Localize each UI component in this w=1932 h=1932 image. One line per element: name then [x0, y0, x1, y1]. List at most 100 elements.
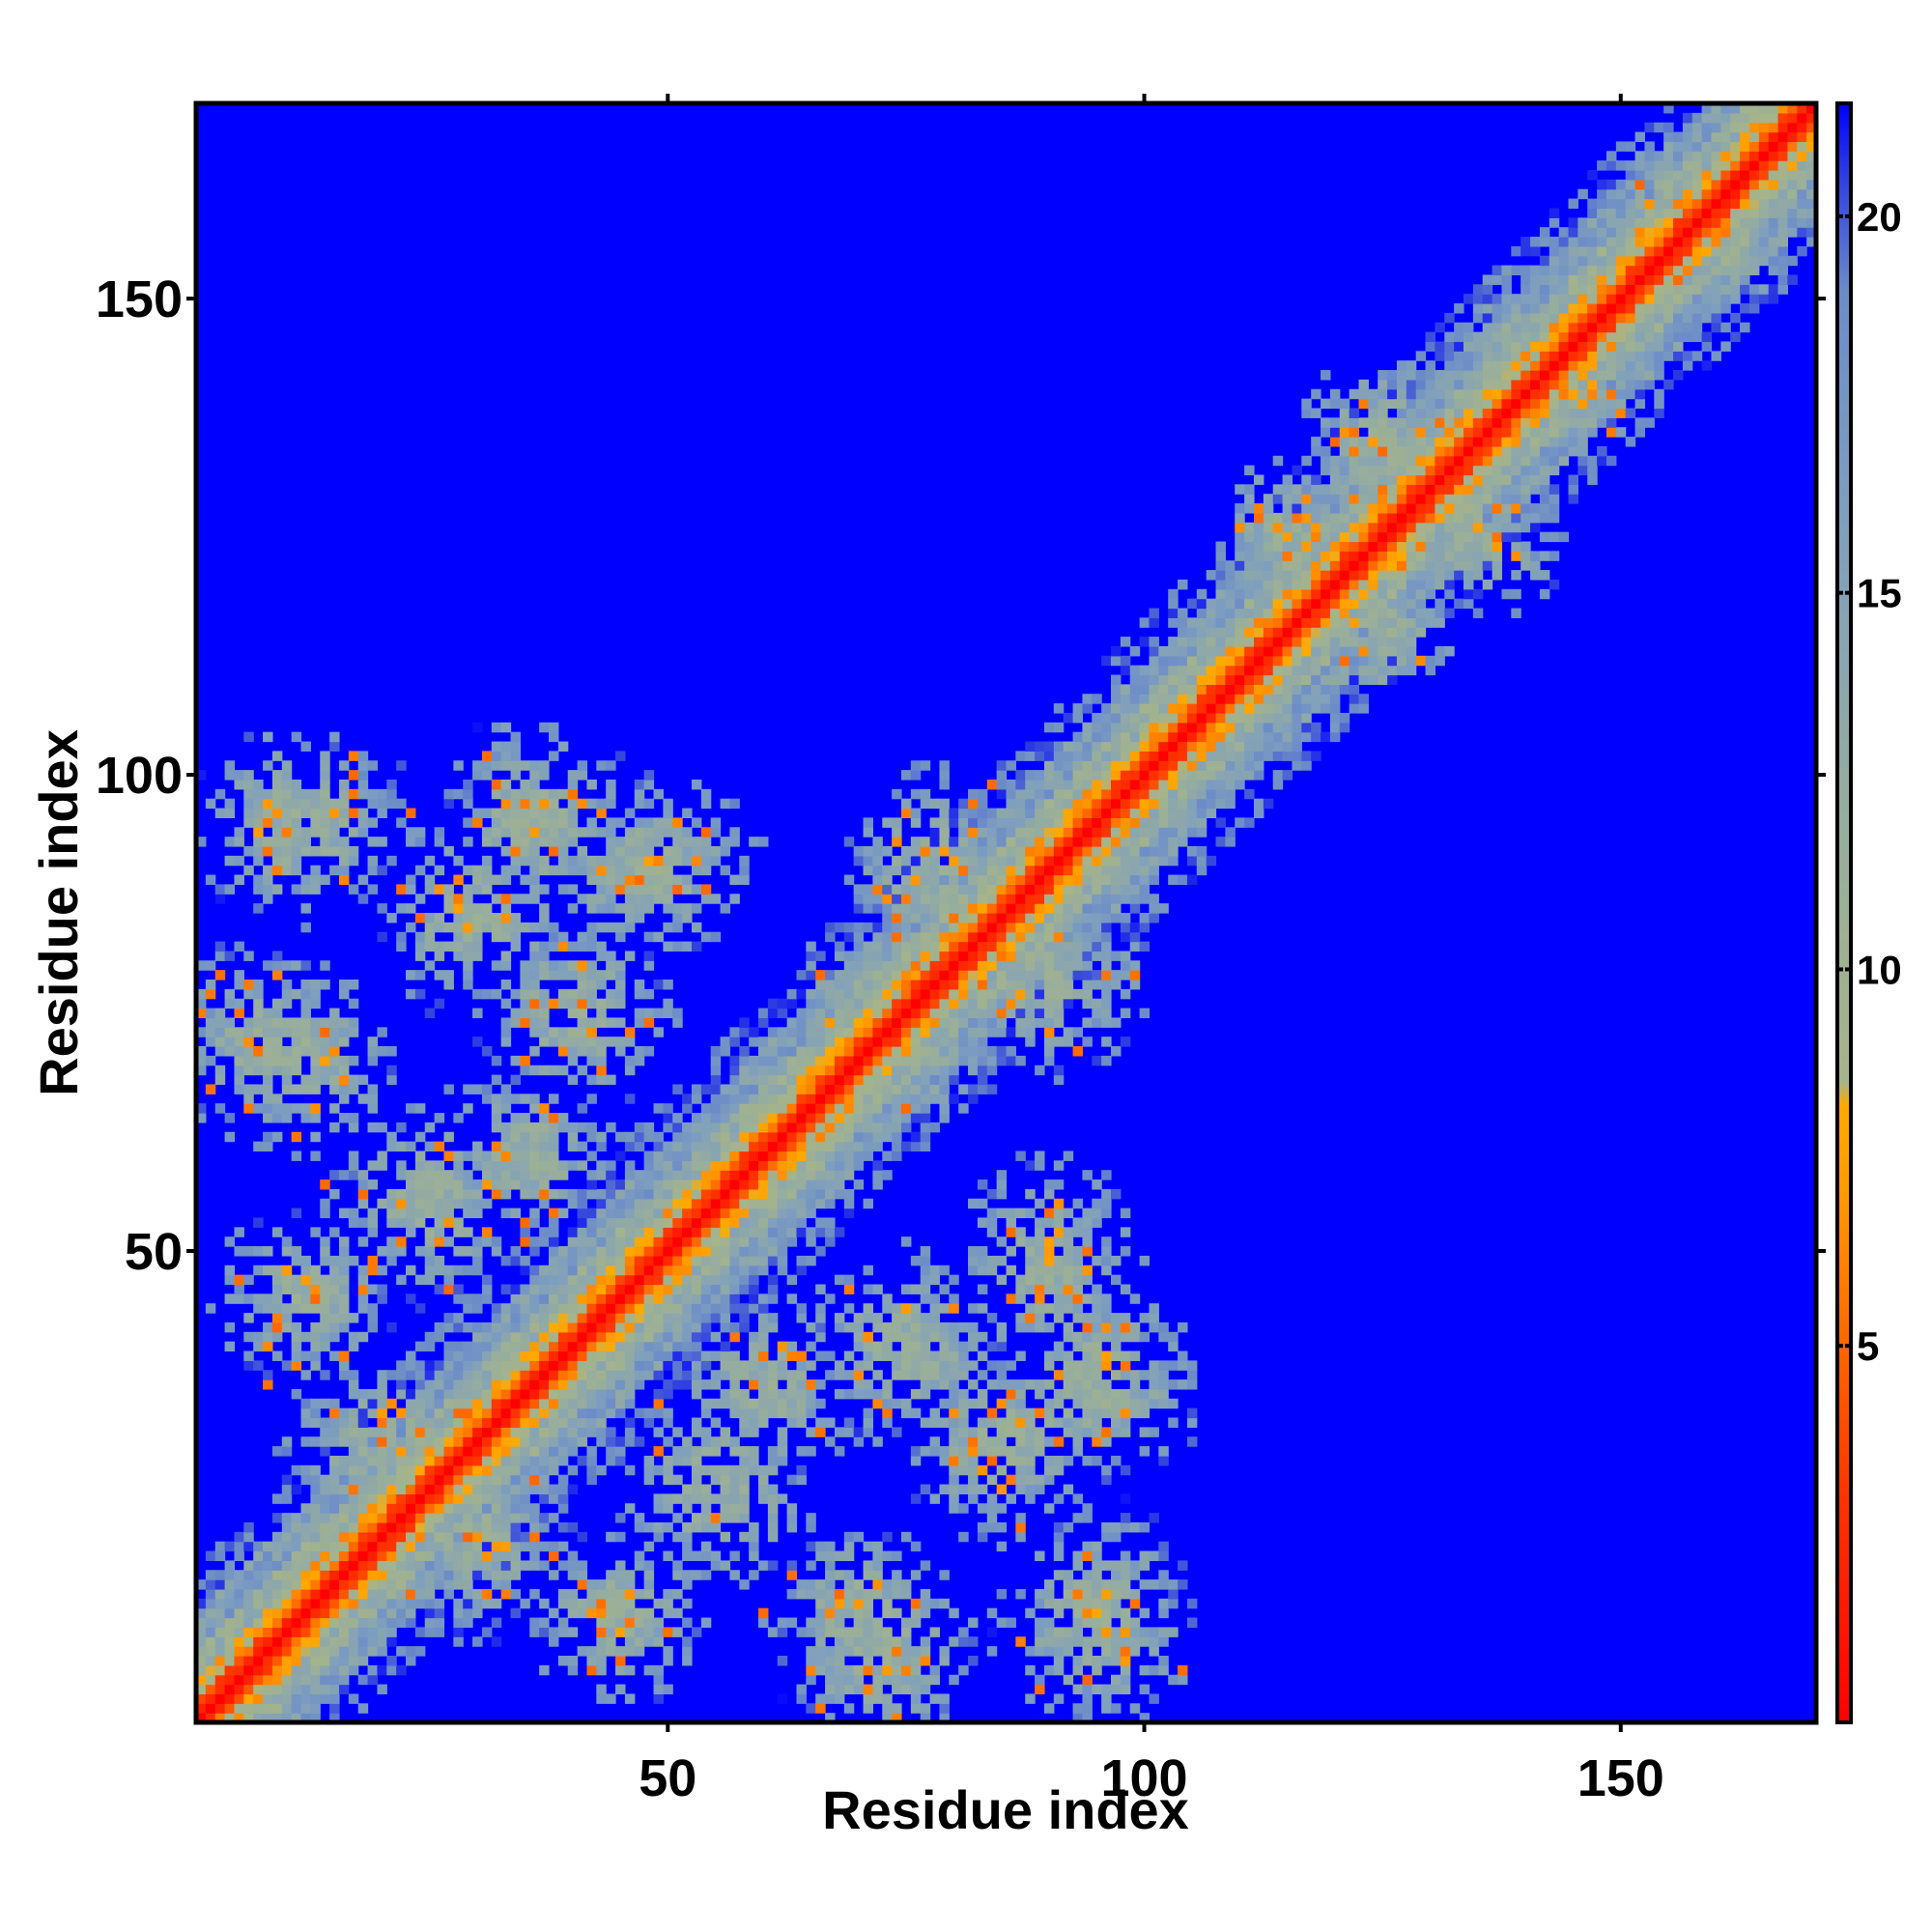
heatmap-cell	[481, 1493, 493, 1504]
heatmap-cell	[567, 970, 579, 980]
heatmap-cell	[1129, 1588, 1141, 1600]
heatmap-cell	[263, 1674, 273, 1686]
heatmap-cell	[377, 1570, 387, 1580]
heatmap-cell	[300, 1464, 311, 1476]
heatmap-cell	[1043, 874, 1055, 886]
heatmap-cell	[1072, 1255, 1084, 1266]
heatmap-cell	[910, 1094, 922, 1104]
heatmap-cell	[1139, 1550, 1151, 1561]
heatmap-cell	[406, 1198, 416, 1209]
heatmap-cell	[900, 960, 912, 971]
heatmap-cell	[329, 1264, 340, 1276]
heatmap-cell	[796, 1065, 807, 1076]
heatmap-cell	[539, 1407, 550, 1419]
heatmap-cell	[253, 1246, 264, 1257]
heatmap-cell	[500, 1321, 512, 1333]
heatmap-cell	[386, 1474, 397, 1486]
heatmap-cell	[348, 1160, 359, 1171]
heatmap-cell	[491, 1113, 502, 1123]
heatmap-cell	[749, 1037, 759, 1047]
heatmap-cell	[453, 1379, 464, 1390]
heatmap-cell	[300, 1074, 311, 1086]
heatmap-cell	[806, 1541, 816, 1552]
heatmap-cell	[338, 1255, 350, 1266]
heatmap-cell	[443, 1208, 454, 1219]
heatmap-cell	[367, 1427, 379, 1437]
heatmap-cell	[720, 1170, 731, 1180]
heatmap-cell	[320, 1370, 330, 1380]
heatmap-cell	[271, 865, 283, 876]
heatmap-cell	[720, 1188, 731, 1200]
heatmap-cell	[329, 1464, 340, 1476]
heatmap-cell	[406, 1103, 416, 1114]
heatmap-cell	[882, 1055, 893, 1066]
heatmap-cell	[634, 1055, 645, 1066]
heatmap-cell	[548, 1607, 559, 1619]
heatmap-cell	[700, 894, 712, 904]
heatmap-cell	[224, 1655, 236, 1666]
heatmap-cell	[367, 1484, 379, 1494]
heatmap-cell	[1120, 1607, 1131, 1619]
heatmap-cell	[214, 1541, 226, 1552]
heatmap-cell	[977, 1427, 988, 1437]
heatmap-cell	[749, 1055, 759, 1066]
heatmap-cell	[691, 922, 702, 933]
heatmap-cell	[710, 1065, 722, 1076]
heatmap-cell	[996, 1055, 1008, 1066]
heatmap-cell	[1149, 874, 1159, 886]
heatmap-cell	[310, 1684, 321, 1695]
heatmap-cell	[843, 1046, 855, 1057]
heatmap-cell	[977, 1074, 988, 1086]
heatmap-cell	[529, 1407, 540, 1419]
heatmap-cell	[234, 1046, 244, 1057]
heatmap-cell	[729, 1370, 740, 1380]
heatmap-cell	[958, 1427, 969, 1437]
heatmap-cell	[929, 1598, 941, 1609]
heatmap-cell	[414, 1550, 426, 1561]
heatmap-cell	[777, 1094, 788, 1104]
heatmap-cell	[548, 1370, 559, 1380]
heatmap-cell	[700, 1122, 712, 1133]
heatmap-cell	[929, 988, 941, 1000]
heatmap-cell	[968, 1464, 979, 1476]
heatmap-cell	[834, 1170, 845, 1180]
heatmap-cell	[329, 1188, 340, 1200]
heatmap-cell	[624, 1227, 636, 1237]
heatmap-cell	[624, 1379, 636, 1390]
heatmap-cell	[749, 1417, 759, 1428]
heatmap-cell	[892, 1008, 902, 1019]
heatmap-cell	[463, 1503, 473, 1514]
heatmap-cell	[843, 1684, 855, 1695]
heatmap-cell	[320, 1046, 330, 1057]
heatmap-cell	[1101, 1521, 1112, 1533]
heatmap-cell	[481, 1550, 493, 1561]
heatmap-cell	[749, 1027, 759, 1037]
heatmap-cell	[406, 1588, 416, 1600]
heatmap-cell	[329, 1521, 340, 1533]
heatmap-cell	[910, 1360, 922, 1371]
heatmap-cell	[892, 1027, 902, 1037]
heatmap-cell	[624, 1417, 636, 1428]
heatmap-cell	[577, 1598, 588, 1609]
heatmap-cell	[414, 1493, 426, 1504]
heatmap-cell	[234, 1227, 244, 1237]
heatmap-cell	[910, 922, 922, 933]
heatmap-cell	[243, 1027, 254, 1037]
heatmap-cell	[1006, 1474, 1016, 1486]
heatmap-cell	[357, 1074, 369, 1086]
heatmap-cell	[872, 988, 883, 1000]
heatmap-cell	[453, 1446, 464, 1457]
heatmap-cell	[663, 1170, 673, 1180]
heatmap-cell	[777, 1151, 788, 1161]
heatmap-cell	[548, 1331, 559, 1343]
heatmap-cell	[986, 1084, 998, 1094]
heatmap-cell	[786, 1122, 798, 1133]
heatmap-cell	[320, 1331, 330, 1343]
heatmap-cell	[463, 1607, 473, 1619]
heatmap-cell	[749, 1141, 759, 1152]
heatmap-cell	[672, 1427, 683, 1437]
heatmap-cell	[653, 1179, 664, 1190]
heatmap-cell	[357, 1598, 369, 1609]
heatmap-cell	[1025, 1464, 1036, 1476]
heatmap-cell	[920, 1074, 931, 1086]
